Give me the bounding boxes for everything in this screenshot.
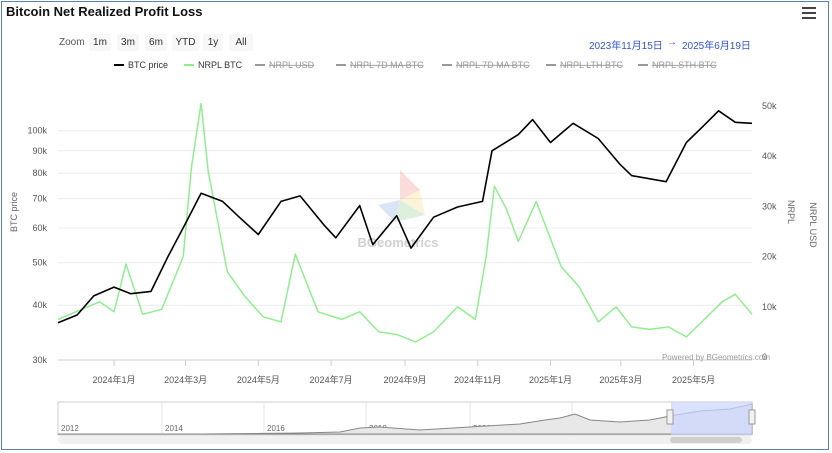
x-tick-5: 2024年11月	[454, 374, 501, 385]
x-tick-1: 2024年3月	[164, 374, 207, 385]
hamburger-menu-icon[interactable]	[802, 7, 816, 19]
x-tick-2: 2024年5月	[237, 374, 280, 385]
legend-item-0: BTC price	[128, 60, 168, 70]
y-left-tick-5: 80k	[32, 168, 47, 178]
navigator-tick-1: 2014	[165, 424, 183, 433]
watermark-logo-part-0	[400, 170, 420, 200]
navigator-scrollbar-track[interactable]	[58, 436, 752, 444]
y-left-tick-3: 60k	[32, 223, 47, 233]
zoom-1m-button[interactable]: 1m	[89, 34, 111, 51]
legend-item-5: NRPL LTH BTC	[560, 60, 624, 70]
range-from[interactable]: 2023年11月15日	[589, 41, 663, 52]
legend-item-4: NRPL 7D MA BTC	[456, 60, 530, 70]
navigator-tick-0: 2012	[61, 424, 79, 433]
y-right-axis-label: NRPL USD	[808, 202, 818, 248]
y-right-tick-4: 40k	[762, 151, 777, 161]
y-left-tick-2: 50k	[32, 258, 47, 268]
y-left-tick-4: 70k	[32, 194, 47, 204]
x-tick-8: 2025年5月	[672, 374, 715, 385]
legend-item-1: NRPL BTC	[198, 60, 243, 70]
y-left-axis-label: BTC price	[9, 192, 19, 232]
range-arrow: →	[667, 37, 677, 48]
legend-item-2: NRPL USD	[269, 60, 315, 70]
watermark-logo-part-1	[400, 190, 425, 215]
watermark-logo-part-2	[395, 200, 425, 222]
y-left-tick-6: 90k	[32, 146, 47, 156]
y-left-tick-1: 40k	[32, 300, 47, 310]
chart-title: Bitcoin Net Realized Profit Loss	[6, 4, 203, 19]
legend-item-6: NRPL STH BTC	[652, 60, 717, 70]
navigator-tick-2: 2016	[267, 424, 285, 433]
y-right-tick-5: 50k	[762, 101, 777, 111]
x-tick-7: 2025年3月	[599, 374, 642, 385]
x-tick-3: 2024年7月	[310, 374, 353, 385]
y-left-tick-0: 30k	[32, 355, 47, 365]
series-nrpl-btc-line	[57, 102, 753, 343]
zoom-6m-button[interactable]: 6m	[145, 34, 167, 51]
zoom-label: Zoom	[59, 37, 85, 48]
legend-item-3: NRPL 7D MA BTC	[350, 60, 424, 70]
x-tick-4: 2024年9月	[383, 374, 426, 385]
navigator-handle-left[interactable]	[666, 409, 674, 425]
zoom-3m-button[interactable]: 3m	[117, 34, 139, 51]
series-btc-price-line	[57, 110, 753, 324]
watermark-logo-part-3	[378, 200, 400, 222]
zoom-ytd-button[interactable]: YTD	[172, 34, 199, 51]
range-to[interactable]: 2025年6月19日	[682, 41, 751, 52]
navigator-scrollbar-thumb[interactable]	[670, 437, 742, 443]
y-right-tick-0: 0	[762, 352, 767, 362]
navigator-handle-right[interactable]	[748, 409, 756, 425]
y-left-tick-7: 100k	[27, 126, 47, 136]
y-right-axis-label-secondary: NRPL	[786, 200, 796, 224]
credit-text: Powered by BGeometrics.com	[662, 353, 770, 362]
y-right-tick-2: 20k	[762, 252, 777, 262]
watermark-logo	[378, 170, 425, 222]
navigator-selection	[671, 402, 752, 435]
zoom-1y-button[interactable]: 1y	[203, 34, 223, 51]
zoom-all-button[interactable]: All	[229, 34, 253, 51]
y-right-tick-1: 10k	[762, 302, 777, 312]
x-tick-0: 2024年1月	[93, 374, 136, 385]
y-right-tick-3: 30k	[762, 201, 777, 211]
x-tick-6: 2025年1月	[529, 374, 572, 385]
